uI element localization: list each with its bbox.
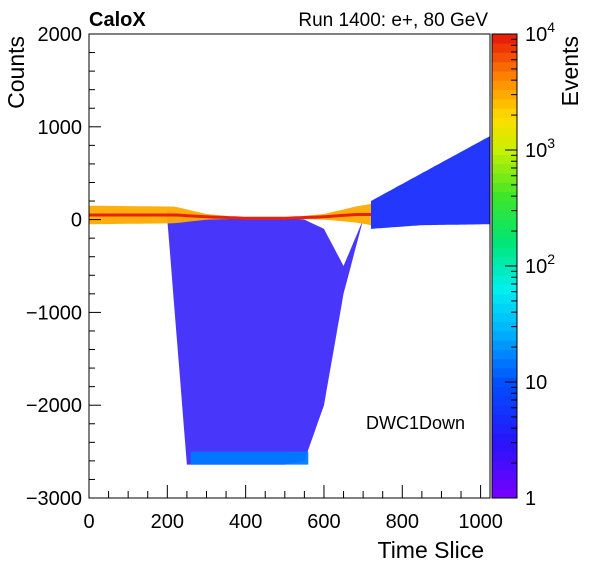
colorbar-swatch bbox=[492, 182, 517, 193]
colorbar-swatch bbox=[492, 368, 517, 378]
colorbar-swatch bbox=[492, 52, 517, 63]
colorbar-swatch bbox=[492, 247, 517, 258]
colorbar-swatch bbox=[492, 173, 517, 183]
colorbar-swatch bbox=[492, 405, 517, 415]
colorbar-swatch bbox=[492, 386, 517, 397]
colorbar-swatch bbox=[492, 108, 517, 118]
colorbar-swatch bbox=[492, 395, 517, 406]
colorbar-swatch bbox=[492, 340, 517, 350]
colorbar-swatch bbox=[492, 80, 517, 91]
colorbar-swatch bbox=[492, 154, 517, 165]
colorbar-swatch bbox=[492, 312, 517, 323]
colorbar-swatch bbox=[492, 479, 517, 490]
colorbar-swatch bbox=[492, 442, 517, 452]
y-axis-title: Counts bbox=[3, 36, 29, 109]
x-tick-label: 600 bbox=[307, 511, 340, 533]
colorbar-swatch bbox=[492, 293, 517, 304]
colorbar-swatch bbox=[492, 377, 517, 388]
colorbar-swatch bbox=[492, 98, 517, 109]
colorbar-swatch bbox=[492, 228, 517, 239]
band-tail bbox=[371, 136, 490, 229]
colorbar-swatch bbox=[492, 358, 517, 369]
colorbar-tick-exponent: 2 bbox=[547, 251, 555, 267]
x-tick-label: 0 bbox=[83, 511, 94, 533]
colorbar-swatch bbox=[492, 191, 517, 202]
colorbar-swatch bbox=[492, 275, 517, 285]
colorbar-swatch bbox=[492, 117, 517, 128]
axes: 0 200 400 600 800 1000 2000 1000 0 −1000 −2000 −300… bbox=[26, 24, 503, 533]
colorbar-swatch bbox=[492, 219, 517, 230]
colorbar-swatch bbox=[492, 303, 517, 313]
band-baseline-core bbox=[89, 213, 371, 220]
annotation-label: DWC1Down bbox=[366, 413, 465, 433]
y-tick-label: −2000 bbox=[26, 395, 82, 417]
colorbar-swatch bbox=[492, 284, 517, 295]
colorbar-swatch bbox=[492, 34, 517, 44]
colorbar-swatch bbox=[492, 266, 517, 276]
colorbar-swatch bbox=[492, 89, 517, 100]
x-tick-label: 1000 bbox=[458, 511, 503, 533]
colorbar-swatch bbox=[492, 145, 517, 156]
colorbar-swatch bbox=[492, 414, 517, 425]
colorbar-swatch bbox=[492, 330, 517, 341]
colorbar-swatch bbox=[492, 201, 517, 211]
x-tick-label: 200 bbox=[151, 511, 184, 533]
colorbar-swatch bbox=[492, 451, 517, 462]
colorbar-swatch bbox=[492, 136, 517, 146]
heatmap-layer bbox=[89, 136, 490, 465]
colorbar-tick-label: 1 bbox=[525, 488, 536, 510]
y-tick-label: 0 bbox=[71, 210, 82, 232]
y-tick-label: −3000 bbox=[26, 488, 82, 510]
colorbar-swatch bbox=[492, 470, 517, 480]
colorbar-tick-exponent: 4 bbox=[547, 19, 555, 35]
x-tick-label: 800 bbox=[386, 511, 419, 533]
colorbar-swatch bbox=[492, 256, 517, 267]
band-baseline bbox=[89, 203, 371, 226]
colorbar-swatch bbox=[492, 61, 517, 72]
colorbar-swatch bbox=[492, 349, 517, 360]
colorbar-swatch bbox=[492, 210, 517, 220]
colorbar-swatch bbox=[492, 71, 517, 81]
colorbar-swatch bbox=[492, 126, 517, 137]
colorbar-tick-label: 10 bbox=[525, 372, 547, 394]
brand-label: CaloX bbox=[89, 9, 146, 31]
colorbar-swatch bbox=[492, 460, 517, 471]
plot-frame bbox=[88, 33, 491, 499]
x-axis-title: Time Slice bbox=[378, 537, 485, 563]
colorbar-swatch bbox=[492, 43, 517, 53]
colorbar-swatch bbox=[492, 238, 517, 248]
y-tick-label: 2000 bbox=[38, 24, 83, 46]
y-tick-label: 1000 bbox=[38, 117, 83, 139]
chart-title: Run 1400: e+, 80 GeV bbox=[298, 10, 488, 31]
colorbar-swatch bbox=[492, 488, 517, 499]
colorbar-tick-exponent: 3 bbox=[547, 135, 555, 151]
band-pulse bbox=[167, 210, 364, 465]
colorbar-swatch bbox=[492, 423, 517, 434]
band-saturation bbox=[190, 451, 309, 465]
colorbar-swatch bbox=[492, 163, 517, 174]
colorbar-swatch bbox=[492, 321, 517, 332]
y-tick-label: −1000 bbox=[26, 302, 82, 324]
colorbar-swatch bbox=[492, 433, 517, 443]
z-axis-title: Events bbox=[557, 36, 583, 106]
x-tick-label: 400 bbox=[229, 511, 262, 533]
